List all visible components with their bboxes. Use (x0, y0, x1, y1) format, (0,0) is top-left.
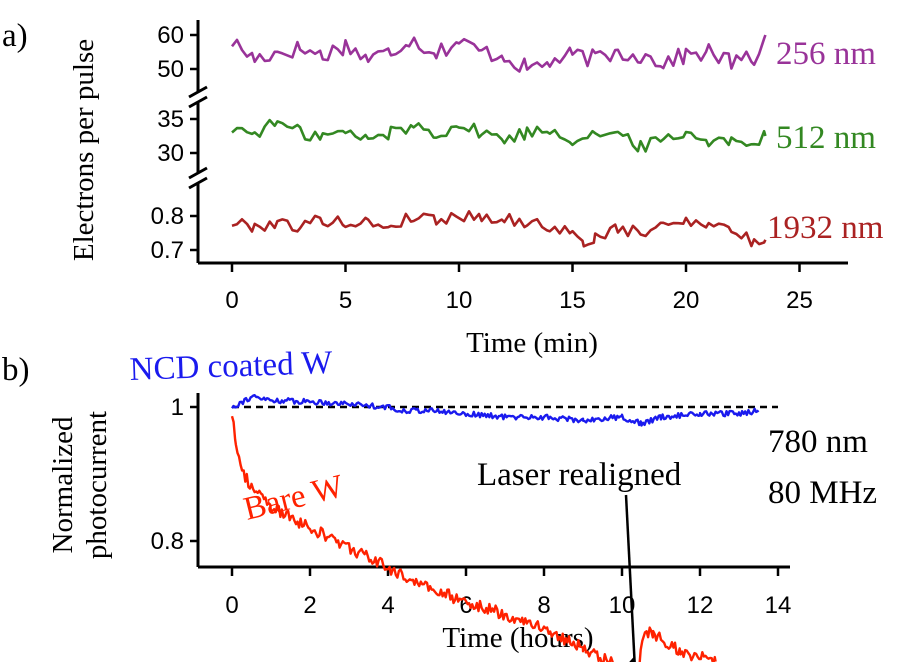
annotation-arrow-shaft (624, 494, 636, 662)
y-axis-title: Electrons per pulse (68, 39, 100, 261)
y-tick-label-30: 30 (157, 140, 184, 167)
x-tick-label-25: 25 (786, 287, 813, 314)
series-label-512-nm: 512 nm (776, 120, 876, 156)
series-line-ncd-coated-w (231, 394, 760, 427)
x-tick-label-2: 2 (303, 592, 316, 619)
x-tick-label-8: 8 (537, 592, 550, 619)
panel-a: a) 0 5 10 15 20 25 60 50 35 30 0.8 0.7 Time (min) Elec… (2, 18, 884, 359)
x-tick-label-15: 15 (559, 287, 586, 314)
y-tick-label-1: 1 (171, 394, 184, 421)
annotation-wavelength: 780 nm (768, 424, 868, 460)
y-tick-label-35: 35 (157, 106, 184, 133)
annotation-laser-realigned: Laser realigned (477, 457, 682, 493)
x-tick-label-0: 0 (225, 287, 238, 314)
panel-b-label: b) (2, 352, 30, 388)
x-axis-title: Time (min) (466, 327, 598, 359)
axis-break-lower (188, 166, 208, 190)
y-tick-label-0-7: 0.7 (151, 237, 184, 264)
y-tick-label-0-8: 0.8 (151, 203, 184, 230)
y-tick-label-0-8: 0.8 (151, 528, 184, 555)
x-tick-label-10: 10 (446, 287, 473, 314)
x-tick-label-4: 4 (381, 592, 394, 619)
x-tick-label-12: 12 (687, 592, 714, 619)
series-line-bare-w (230, 415, 717, 662)
y-tick-label-50: 50 (157, 56, 184, 83)
annotation-repetition-rate: 80 MHz (768, 475, 877, 511)
x-tick-label-20: 20 (673, 287, 700, 314)
y-axis-title-line2: photocurrent (81, 411, 113, 559)
series-line-512-nm (231, 118, 767, 153)
series-line-1932-nm (231, 210, 767, 248)
x-tick-label-0: 0 (225, 592, 238, 619)
x-tick-label-5: 5 (339, 287, 352, 314)
x-axis-title: Time (hours) (442, 622, 593, 654)
annotation-arrow-head (629, 656, 636, 662)
series-label-ncd-coated-w: NCD coated W (129, 345, 334, 388)
y-tick-label-60: 60 (157, 22, 184, 49)
axis-break-upper (188, 85, 208, 109)
x-tick-label-14: 14 (765, 592, 792, 619)
series-line-256-nm (230, 34, 767, 73)
series-label-1932-nm: 1932 nm (767, 210, 884, 246)
series-label-256-nm: 256 nm (776, 36, 876, 72)
panel-a-label: a) (2, 18, 28, 54)
y-axis-title-line1: Normalized (47, 416, 79, 553)
